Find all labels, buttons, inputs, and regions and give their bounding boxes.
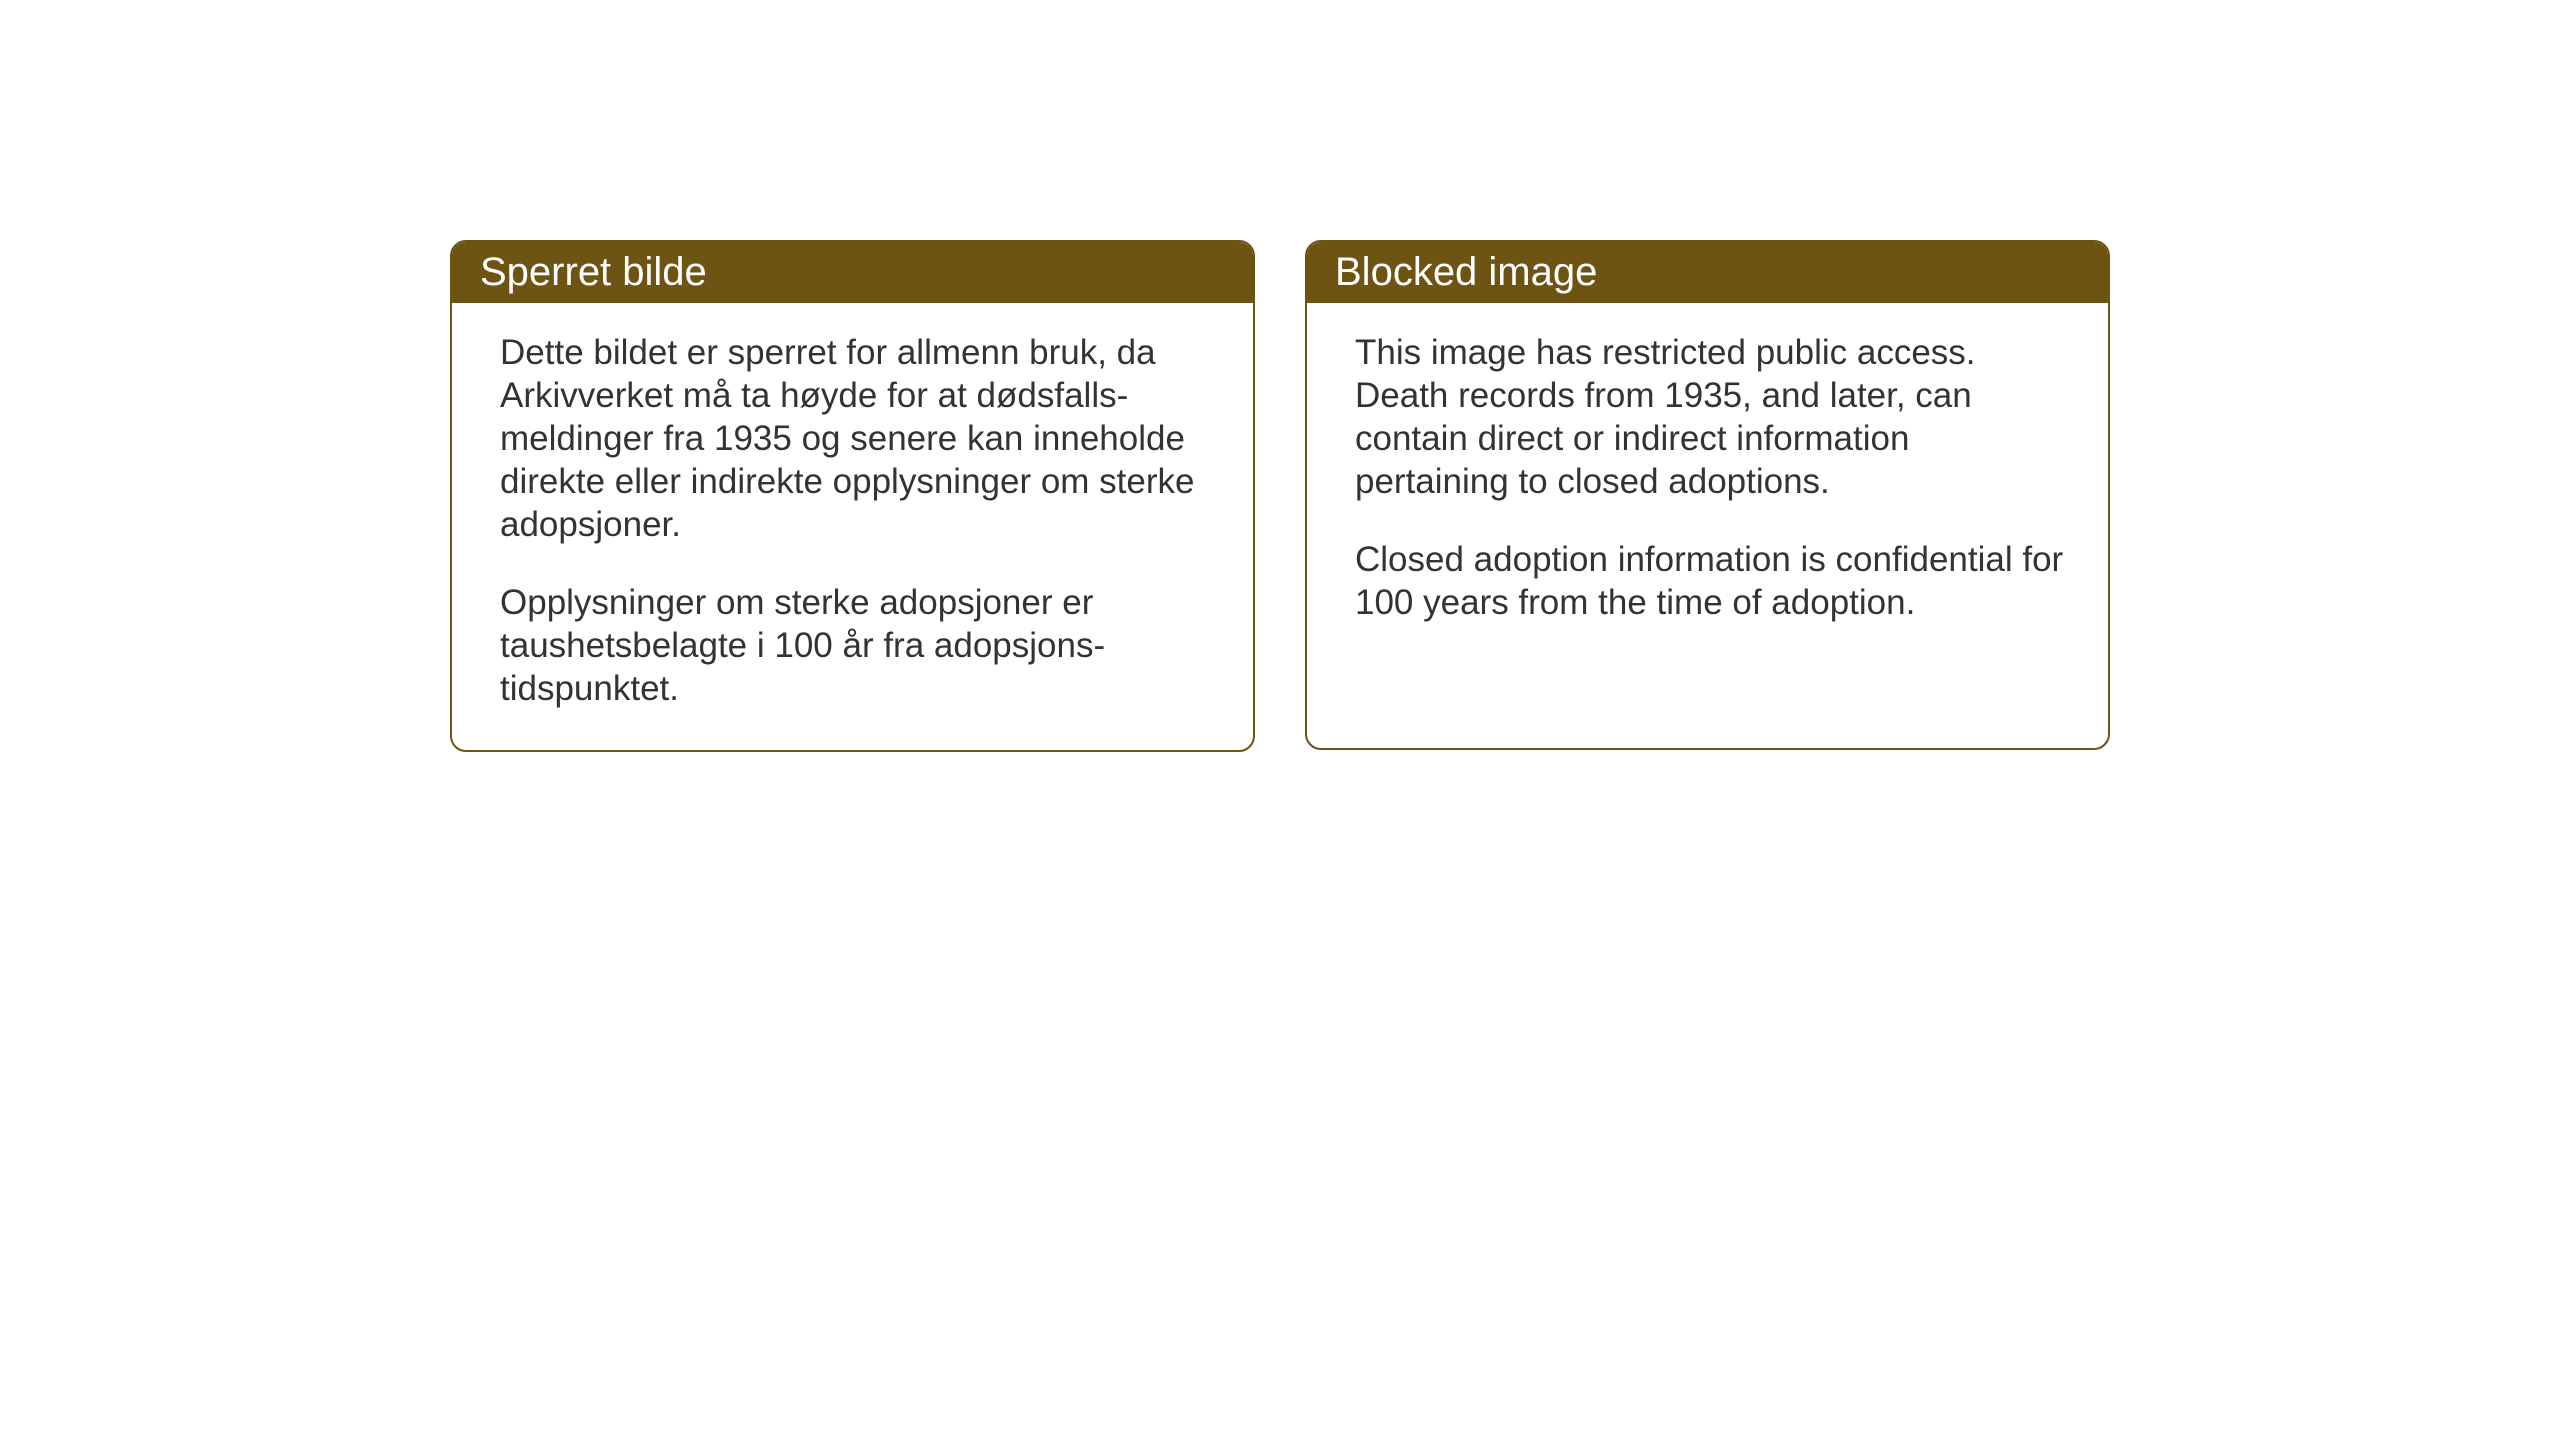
card-header-norwegian: Sperret bilde: [452, 242, 1253, 303]
card-body-norwegian: Dette bildet er sperret for allmenn bruk…: [452, 303, 1253, 750]
card-title-english: Blocked image: [1335, 250, 1597, 294]
card-body-english: This image has restricted public access.…: [1307, 303, 2108, 664]
paragraph-1-english: This image has restricted public access.…: [1355, 331, 2066, 503]
card-english: Blocked image This image has restricted …: [1305, 240, 2110, 750]
paragraph-2-norwegian: Opplysninger om sterke adopsjoner er tau…: [500, 581, 1211, 710]
cards-container: Sperret bilde Dette bildet er sperret fo…: [450, 240, 2110, 752]
card-title-norwegian: Sperret bilde: [480, 250, 707, 294]
paragraph-2-english: Closed adoption information is confident…: [1355, 538, 2066, 624]
paragraph-1-norwegian: Dette bildet er sperret for allmenn bruk…: [500, 331, 1211, 546]
card-header-english: Blocked image: [1307, 242, 2108, 303]
card-norwegian: Sperret bilde Dette bildet er sperret fo…: [450, 240, 1255, 752]
